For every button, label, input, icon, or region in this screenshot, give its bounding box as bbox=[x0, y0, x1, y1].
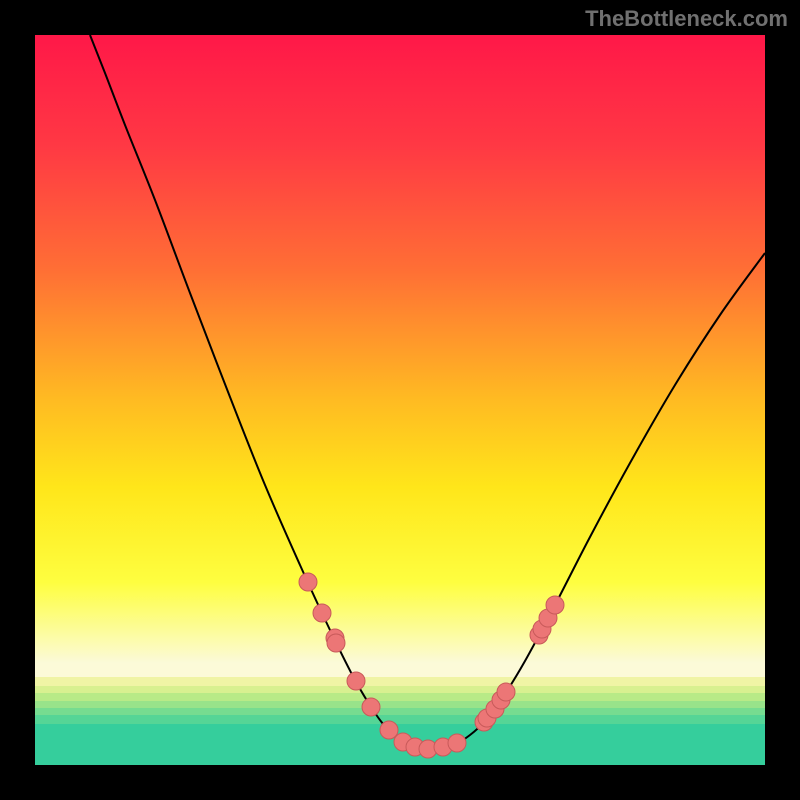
data-marker bbox=[546, 596, 564, 614]
data-marker bbox=[347, 672, 365, 690]
watermark-text: TheBottleneck.com bbox=[585, 6, 788, 32]
chart-svg bbox=[35, 35, 765, 765]
marker-group bbox=[299, 573, 564, 758]
bottleneck-curve bbox=[90, 35, 765, 749]
data-marker bbox=[327, 634, 345, 652]
data-marker bbox=[497, 683, 515, 701]
data-marker bbox=[448, 734, 466, 752]
data-marker bbox=[380, 721, 398, 739]
data-marker bbox=[313, 604, 331, 622]
data-marker bbox=[362, 698, 380, 716]
plot-area bbox=[35, 35, 765, 765]
data-marker bbox=[299, 573, 317, 591]
